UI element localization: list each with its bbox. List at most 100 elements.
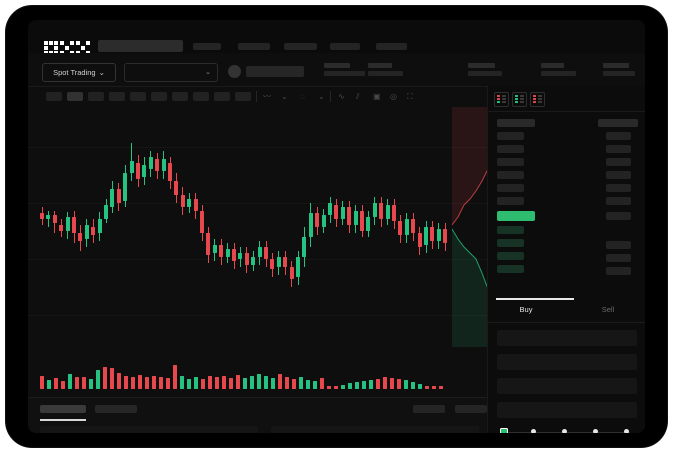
price-field[interactable] [497, 354, 637, 370]
pair-name-label [246, 66, 304, 77]
candle [142, 107, 147, 347]
candle [251, 107, 256, 347]
timeframe-6[interactable] [151, 92, 167, 101]
candle [366, 107, 371, 347]
candle [155, 107, 160, 347]
tab-buy[interactable]: Buy [519, 305, 533, 314]
order-type-field[interactable] [497, 330, 637, 346]
percent-slider[interactable] [500, 427, 634, 433]
candle-body [404, 219, 409, 235]
candle [40, 107, 44, 347]
tab-order-history[interactable] [95, 405, 137, 413]
header-nav-item-5[interactable] [376, 43, 407, 50]
volume-bar [320, 378, 324, 389]
fullscreen-icon[interactable]: ⛶ [407, 92, 413, 101]
candle-body [283, 257, 288, 267]
orderbook-ask-row-price [497, 184, 524, 192]
bottom-action-2[interactable] [455, 405, 487, 413]
candle [347, 107, 352, 347]
orderbook-ask-row-size [606, 197, 631, 205]
header-nav-item-4[interactable] [330, 43, 360, 50]
candle-body [78, 233, 83, 241]
volume-bar [124, 376, 128, 389]
indicator-icon[interactable]: 〰 [263, 92, 271, 101]
candle [353, 107, 358, 347]
gridline-1 [28, 203, 487, 204]
orderbook-bid-row-price [497, 226, 524, 234]
ruler-icon[interactable]: ⫽ [356, 92, 360, 101]
header-nav-item-3[interactable] [284, 43, 317, 50]
stat-value [324, 71, 365, 76]
volume-bar [404, 380, 408, 389]
candle [187, 107, 192, 347]
candle-body [200, 211, 204, 233]
candle [110, 107, 115, 347]
orderbook-ask-row-price [497, 197, 524, 205]
orderbook-view-both[interactable] [494, 92, 509, 107]
orderbook-view-asks[interactable] [530, 92, 545, 107]
candle-body [206, 233, 211, 255]
slider-stop-50[interactable] [562, 429, 567, 433]
alert-icon[interactable]: ◌ [300, 92, 305, 101]
candle [104, 107, 108, 347]
timeframe-10[interactable] [235, 92, 251, 101]
volume-bar [152, 376, 156, 389]
candle-body [264, 247, 268, 259]
candle [72, 107, 76, 347]
bottom-content-left [40, 426, 258, 433]
orderbook-view-bids[interactable] [512, 92, 527, 107]
header-nav-item-2[interactable] [238, 43, 270, 50]
candle-body [276, 257, 281, 267]
spot-trading-dropdown[interactable]: Spot Trading ⌄ [42, 63, 116, 82]
orderbook-icon-bar [497, 94, 500, 97]
timeframe-1[interactable] [46, 92, 62, 101]
candle [244, 107, 249, 347]
orderbook-icon-bar [515, 94, 518, 97]
timeframe-8[interactable] [193, 92, 209, 101]
slider-handle[interactable] [500, 428, 508, 433]
timeframe-9[interactable] [214, 92, 230, 101]
stat-label [603, 63, 629, 68]
candle [193, 107, 198, 347]
timeframe-7[interactable] [172, 92, 188, 101]
candle [430, 107, 435, 347]
amount-field[interactable] [497, 378, 637, 394]
candle-body [270, 259, 275, 269]
bottom-action-1[interactable] [413, 405, 445, 413]
candle [264, 107, 268, 347]
tab-sell[interactable]: Sell [601, 305, 615, 314]
candle [65, 107, 70, 347]
volume-bar [243, 378, 247, 389]
volume-bar [285, 377, 289, 389]
candle [206, 107, 211, 347]
candle-body [219, 245, 224, 257]
timeframe-5[interactable] [130, 92, 146, 101]
candle-body [225, 249, 230, 257]
stat-low [541, 63, 576, 76]
slider-stop-25[interactable] [531, 429, 536, 433]
candle-body [430, 227, 435, 241]
candle-body [436, 229, 441, 241]
timeframe-4[interactable] [109, 92, 125, 101]
settings-icon[interactable]: ◎ [390, 92, 397, 101]
candlestick-chart[interactable] [28, 107, 487, 347]
candle [315, 107, 320, 347]
chevron-down-icon[interactable]: ⌄ [318, 92, 325, 101]
search-input[interactable] [98, 40, 183, 52]
volume-bar [306, 380, 310, 389]
slider-stop-100[interactable] [624, 429, 629, 433]
total-field[interactable] [497, 402, 637, 418]
compare-icon[interactable]: ⌄ [281, 92, 288, 101]
trading-pair-dropdown[interactable]: ⌄ [124, 63, 218, 82]
header-nav-item-1[interactable] [193, 43, 221, 50]
orderbook-bid-row-size [606, 254, 631, 262]
toolbar-divider [256, 91, 257, 102]
line-chart-icon[interactable]: ∿ [338, 92, 345, 101]
camera-icon[interactable]: ▣ [373, 92, 381, 101]
candle [232, 107, 236, 347]
slider-stop-75[interactable] [593, 429, 598, 433]
timeframe-3[interactable] [88, 92, 104, 101]
tab-open-orders[interactable] [40, 405, 86, 413]
orderbook-bid-row-price [497, 252, 524, 260]
timeframe-2[interactable] [67, 92, 83, 101]
